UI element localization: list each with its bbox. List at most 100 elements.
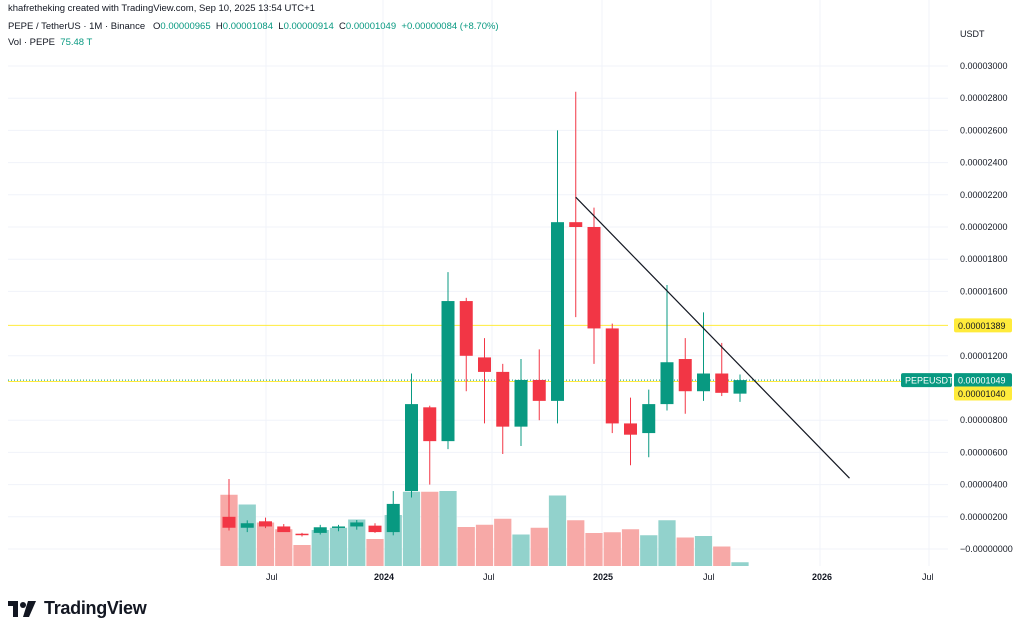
price-tick-label: 0.00000600	[960, 447, 1008, 457]
candlestick-chart[interactable]: 0.00003000 0.00002800 0.00002600 0.00002400…	[8, 0, 1016, 586]
candle-body	[423, 407, 437, 442]
candle-body	[715, 373, 729, 393]
close-value: 0.00001049	[345, 21, 397, 32]
price-tick-label: 0.00001800	[960, 254, 1008, 264]
candle-body	[313, 527, 327, 533]
time-tick-label: 2024	[374, 572, 394, 582]
volume-bar	[293, 545, 311, 566]
volume-bar	[439, 491, 457, 566]
candle-body	[569, 222, 583, 227]
volume-bar	[621, 529, 640, 566]
volume-bar	[348, 519, 366, 566]
volume-bar	[603, 532, 621, 566]
volume-bar	[256, 522, 275, 566]
volume-bar	[238, 504, 256, 566]
candle-body	[368, 525, 382, 533]
candle-body	[678, 359, 692, 392]
candle-body	[240, 523, 254, 528]
low-label: L	[278, 21, 284, 32]
volume-bar	[494, 518, 512, 566]
volume-bar	[585, 533, 603, 566]
candle-body	[660, 362, 674, 405]
volume-bar	[402, 491, 421, 566]
attribution-text: khafretheking created with TradingView.c…	[8, 3, 315, 14]
chart-area[interactable]: 0.00003000 0.00002800 0.00002600 0.00002400…	[8, 0, 1016, 586]
high-value: 0.00001084	[222, 21, 273, 32]
volume-bar	[676, 537, 694, 566]
ticker-tag-bg	[901, 373, 952, 388]
candle-body	[697, 373, 710, 392]
price-tick-label: 0.00000200	[960, 512, 1008, 522]
trendline	[575, 196, 850, 479]
open-value: 0.00000965	[160, 21, 211, 32]
candle-body	[478, 357, 491, 372]
volume-bar	[731, 562, 749, 566]
volume-value: 75.48 T	[60, 37, 93, 48]
price-tick-label: 0.00002400	[960, 158, 1008, 168]
volume-bar	[567, 520, 585, 566]
candle-body	[405, 404, 418, 492]
time-tick-label: 2025	[593, 572, 613, 582]
volume-bar	[275, 529, 293, 566]
level-tag-low: 0.00001040	[958, 389, 1006, 399]
volume-label: Vol · PEPE	[8, 37, 55, 48]
close-label: C	[339, 21, 346, 32]
time-tick-label: Jul	[483, 572, 495, 582]
candle-body	[514, 379, 528, 427]
price-tick-label: 0.00002200	[960, 190, 1008, 200]
price-tick-label: 0.00001600	[960, 286, 1008, 296]
volume-bar	[512, 534, 530, 566]
price-tick-label: 0.00000800	[960, 415, 1008, 425]
brand-footer[interactable]: TradingView	[8, 598, 147, 619]
candle-body	[642, 404, 656, 434]
volume-bar	[366, 539, 384, 566]
candle-body	[295, 533, 309, 536]
level-tag-low-bg	[954, 386, 1012, 401]
candle-body	[350, 522, 364, 527]
candle-body	[587, 227, 601, 329]
volume-bar	[694, 536, 713, 566]
candle-body	[496, 371, 510, 427]
time-tick-label: 2026	[812, 572, 832, 582]
volume-bar	[640, 535, 658, 566]
candle-body	[733, 380, 747, 394]
brand-name: TradingView	[44, 598, 147, 618]
price-tick-label: 0.00003000	[960, 61, 1008, 71]
price-tick-label: 0.00002800	[960, 93, 1008, 103]
volume-bar	[329, 527, 348, 566]
candle-body	[532, 379, 546, 401]
candle-body	[222, 516, 236, 528]
open-label: O	[153, 21, 161, 32]
ticker-tag: PEPEUSDT	[905, 376, 954, 386]
volume-bar	[475, 524, 494, 566]
last-price-tag-bg	[954, 373, 1012, 388]
price-tick-label: 0.00002000	[960, 222, 1008, 232]
time-tick-label: Jul	[703, 572, 715, 582]
change-value: +0.00000084 (+8.70%)	[401, 21, 499, 32]
level-tag-high: 0.00001389	[958, 321, 1006, 331]
low-value: 0.00000914	[283, 21, 334, 32]
price-tick-label: 0.00002600	[960, 125, 1008, 135]
last-price-tag: 0.00001049	[958, 376, 1006, 386]
tradingview-logo-icon	[8, 600, 36, 617]
level-tag-high-bg	[954, 318, 1012, 333]
candle-body	[605, 328, 619, 424]
time-tick-label: Jul	[266, 572, 278, 582]
price-tick-label: 0.00001200	[960, 351, 1008, 361]
candle-body	[459, 301, 473, 356]
currency-label: USDT	[960, 29, 985, 39]
symbol-legend[interactable]: PEPE / TetherUS · 1M · Binance O0.000009…	[8, 21, 499, 32]
volume-bar	[421, 491, 439, 566]
volume-bar	[658, 520, 676, 566]
volume-bar	[530, 527, 548, 566]
candle-body	[624, 423, 637, 435]
candle-body	[386, 503, 400, 533]
candle-body	[551, 222, 564, 401]
high-label: H	[215, 21, 223, 32]
volume-legend[interactable]: Vol · PEPE 75.48 T	[8, 37, 92, 48]
volume-bar	[457, 527, 475, 566]
symbol-name[interactable]: PEPE / TetherUS · 1M · Binance	[8, 21, 146, 32]
price-tick-label: 0.00000400	[960, 480, 1008, 490]
price-tick-label: −0.00000000	[960, 544, 1013, 554]
candle-body	[259, 521, 272, 527]
